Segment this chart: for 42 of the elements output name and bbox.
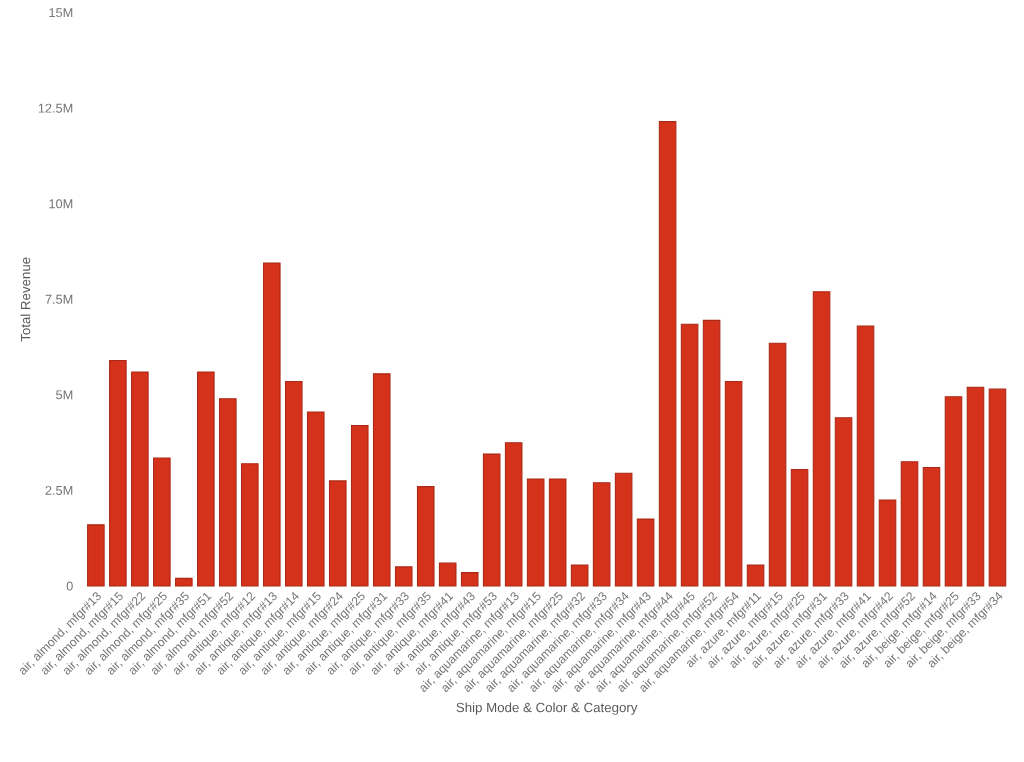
bar <box>790 468 809 587</box>
bar <box>197 371 215 587</box>
bar <box>262 262 281 587</box>
bar <box>922 466 941 587</box>
bar <box>988 388 1007 587</box>
bar <box>746 564 765 587</box>
bar <box>131 371 149 587</box>
bar <box>856 325 875 587</box>
bar <box>284 380 303 587</box>
bar <box>175 577 193 587</box>
bar <box>526 478 545 587</box>
bar <box>966 386 985 587</box>
bar <box>658 121 677 587</box>
bar <box>614 472 633 587</box>
bar <box>394 566 413 587</box>
bar <box>570 564 589 587</box>
bar <box>724 380 743 587</box>
bar <box>900 461 919 587</box>
bar <box>812 291 831 587</box>
bar <box>416 486 435 587</box>
bar <box>702 319 721 587</box>
bar <box>328 480 347 587</box>
bar <box>153 457 171 587</box>
bar <box>834 417 853 587</box>
bar <box>372 373 391 587</box>
bar <box>87 524 105 587</box>
bar <box>350 424 369 587</box>
bar <box>306 411 325 587</box>
bar <box>219 398 237 587</box>
bar <box>460 572 479 587</box>
bar <box>109 359 127 587</box>
bar <box>680 323 699 587</box>
bar <box>438 562 457 587</box>
bar <box>636 518 655 587</box>
bar <box>592 482 611 587</box>
bar <box>504 442 523 587</box>
bar <box>944 396 963 587</box>
bar <box>878 499 897 587</box>
bar <box>241 463 259 587</box>
bar <box>482 453 501 587</box>
bar <box>548 478 567 587</box>
bar <box>768 342 787 587</box>
